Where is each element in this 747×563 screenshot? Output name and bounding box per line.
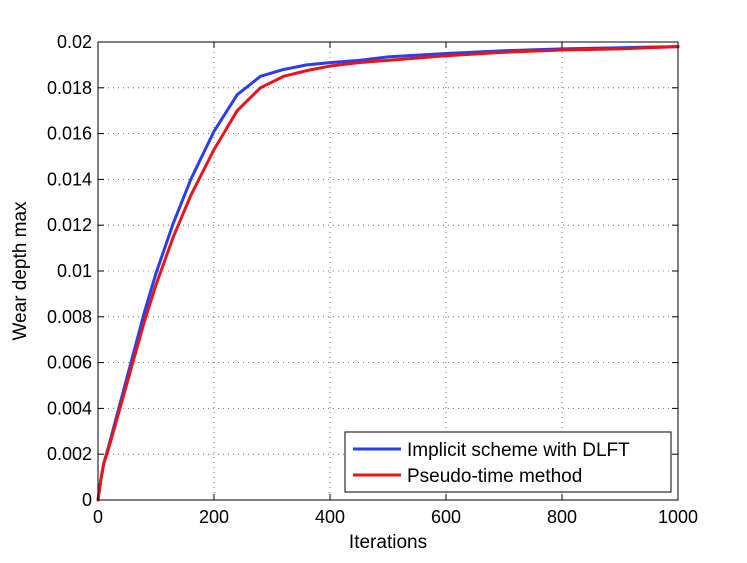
y-tick-label: 0.014 [47,169,92,189]
x-tick-label: 0 [93,507,103,527]
tick-labels: 0 200 400 600 800 1000 0 0.002 0.004 0.006 0.008 0.… [47,32,698,527]
y-tick-label: 0.01 [57,261,92,281]
x-tick-label: 800 [547,507,577,527]
y-tick-label: 0.02 [57,32,92,52]
series-group [96,45,680,502]
y-tick-label: 0.012 [47,215,92,235]
y-tick-label: 0.006 [47,353,92,373]
y-tick-label: 0 [82,490,92,510]
legend: Implicit scheme with DLFT Pseudo-time met… [344,431,672,493]
y-tick-label: 0.008 [47,307,92,327]
axis-ticks [97,41,679,501]
legend-box [344,431,672,493]
series-line-2 [96,45,680,502]
x-axis-label: Iterations [349,532,427,553]
y-axis-label: Wear depth max [10,201,31,341]
y-tick-label: 0.016 [47,124,92,144]
x-tick-label: 600 [431,507,461,527]
y-tick-label: 0.004 [47,398,92,418]
x-tick-label: 200 [199,507,229,527]
x-tick-label: 400 [315,507,345,527]
y-tick-label: 0.018 [47,78,92,98]
legend-label-1: Implicit scheme with DLFT [407,440,630,461]
y-tick-label: 0.002 [47,444,92,464]
x-tick-label: 1000 [658,507,698,527]
legend-label-2: Pseudo-time method [407,466,582,487]
